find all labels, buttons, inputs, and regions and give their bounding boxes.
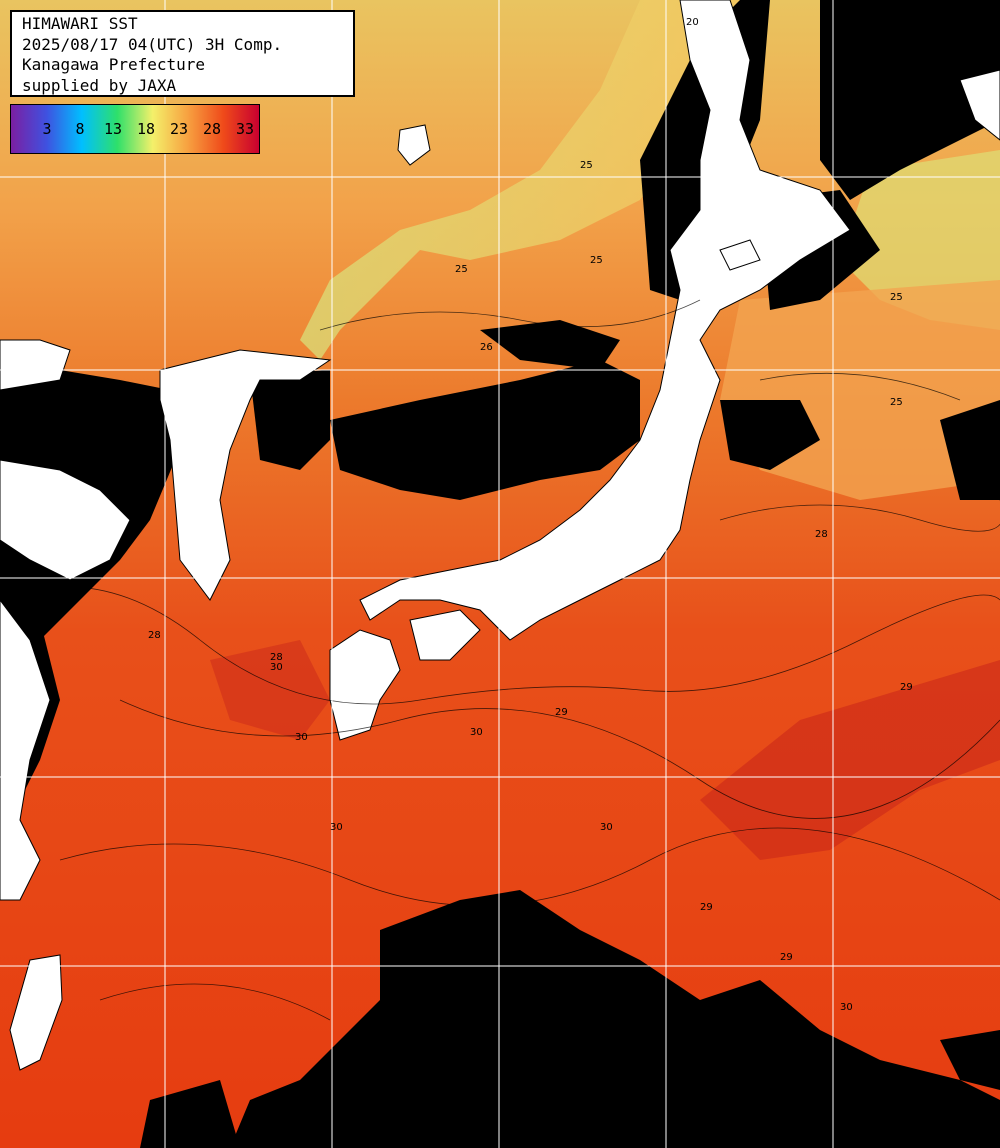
contour-label: 30 — [295, 732, 308, 743]
contour-label: 25 — [455, 264, 468, 275]
contour-label: 29 — [900, 682, 913, 693]
color-scale-tick-label: 13 — [103, 120, 123, 138]
color-scale-tick-label: 18 — [136, 120, 156, 138]
warm-core-west — [210, 640, 330, 740]
title-line-region: Kanagawa Prefecture — [22, 55, 206, 74]
contour-labels: 20 25 25 26 25 25 28 28 28 29 30 30 30 29 29 29 29 30 30 30… — [148, 17, 913, 1013]
color-scale-labels: 3 8 13 18 23 28 33 — [11, 105, 259, 153]
color-scale-tick-label: 8 — [75, 120, 85, 138]
warm-core-east — [700, 660, 1000, 860]
contour-label: 25 — [890, 292, 903, 303]
contour-label: 26 — [480, 342, 493, 353]
contour-label: 28 — [148, 630, 161, 641]
isotherm-contours — [0, 299, 1000, 1021]
contour-label: 29 — [555, 707, 568, 718]
color-scale-bar: 3 8 13 18 23 28 33 — [10, 104, 260, 154]
contour-label: 30 — [270, 662, 283, 673]
color-scale-tick-label: 23 — [169, 120, 189, 138]
contour-label: 28 — [270, 652, 283, 663]
title-line-product: HIMAWARI SST — [22, 14, 138, 33]
color-scale-tick-label: 3 — [42, 120, 52, 138]
contour-label: 28 — [815, 529, 828, 540]
contour-label: 29 — [500, 1002, 513, 1013]
contour-label: 25 — [890, 397, 903, 408]
contour-label: 29 — [780, 952, 793, 963]
title-line-credit: supplied by JAXA — [22, 75, 177, 95]
color-scale-tick-label: 28 — [202, 120, 222, 138]
contour-label: 30 — [330, 822, 343, 833]
contour-label: 20 — [686, 17, 699, 28]
sea-of-japan-north — [300, 0, 740, 360]
contour-label: 30 — [840, 1002, 853, 1013]
title-box: HIMAWARI SST 2025/08/17 04(UTC) 3H Comp.… — [10, 10, 355, 97]
contour-label: 30 — [470, 727, 483, 738]
contour-label: 25 — [580, 160, 593, 171]
contour-label: 30 — [600, 822, 613, 833]
contour-label: 25 — [590, 255, 603, 266]
color-scale-tick-label: 33 — [235, 120, 255, 138]
land — [0, 0, 1000, 1071]
title-line-datetime: 2025/08/17 04(UTC) 3H Comp. — [22, 34, 283, 54]
contour-label: 29 — [700, 902, 713, 913]
